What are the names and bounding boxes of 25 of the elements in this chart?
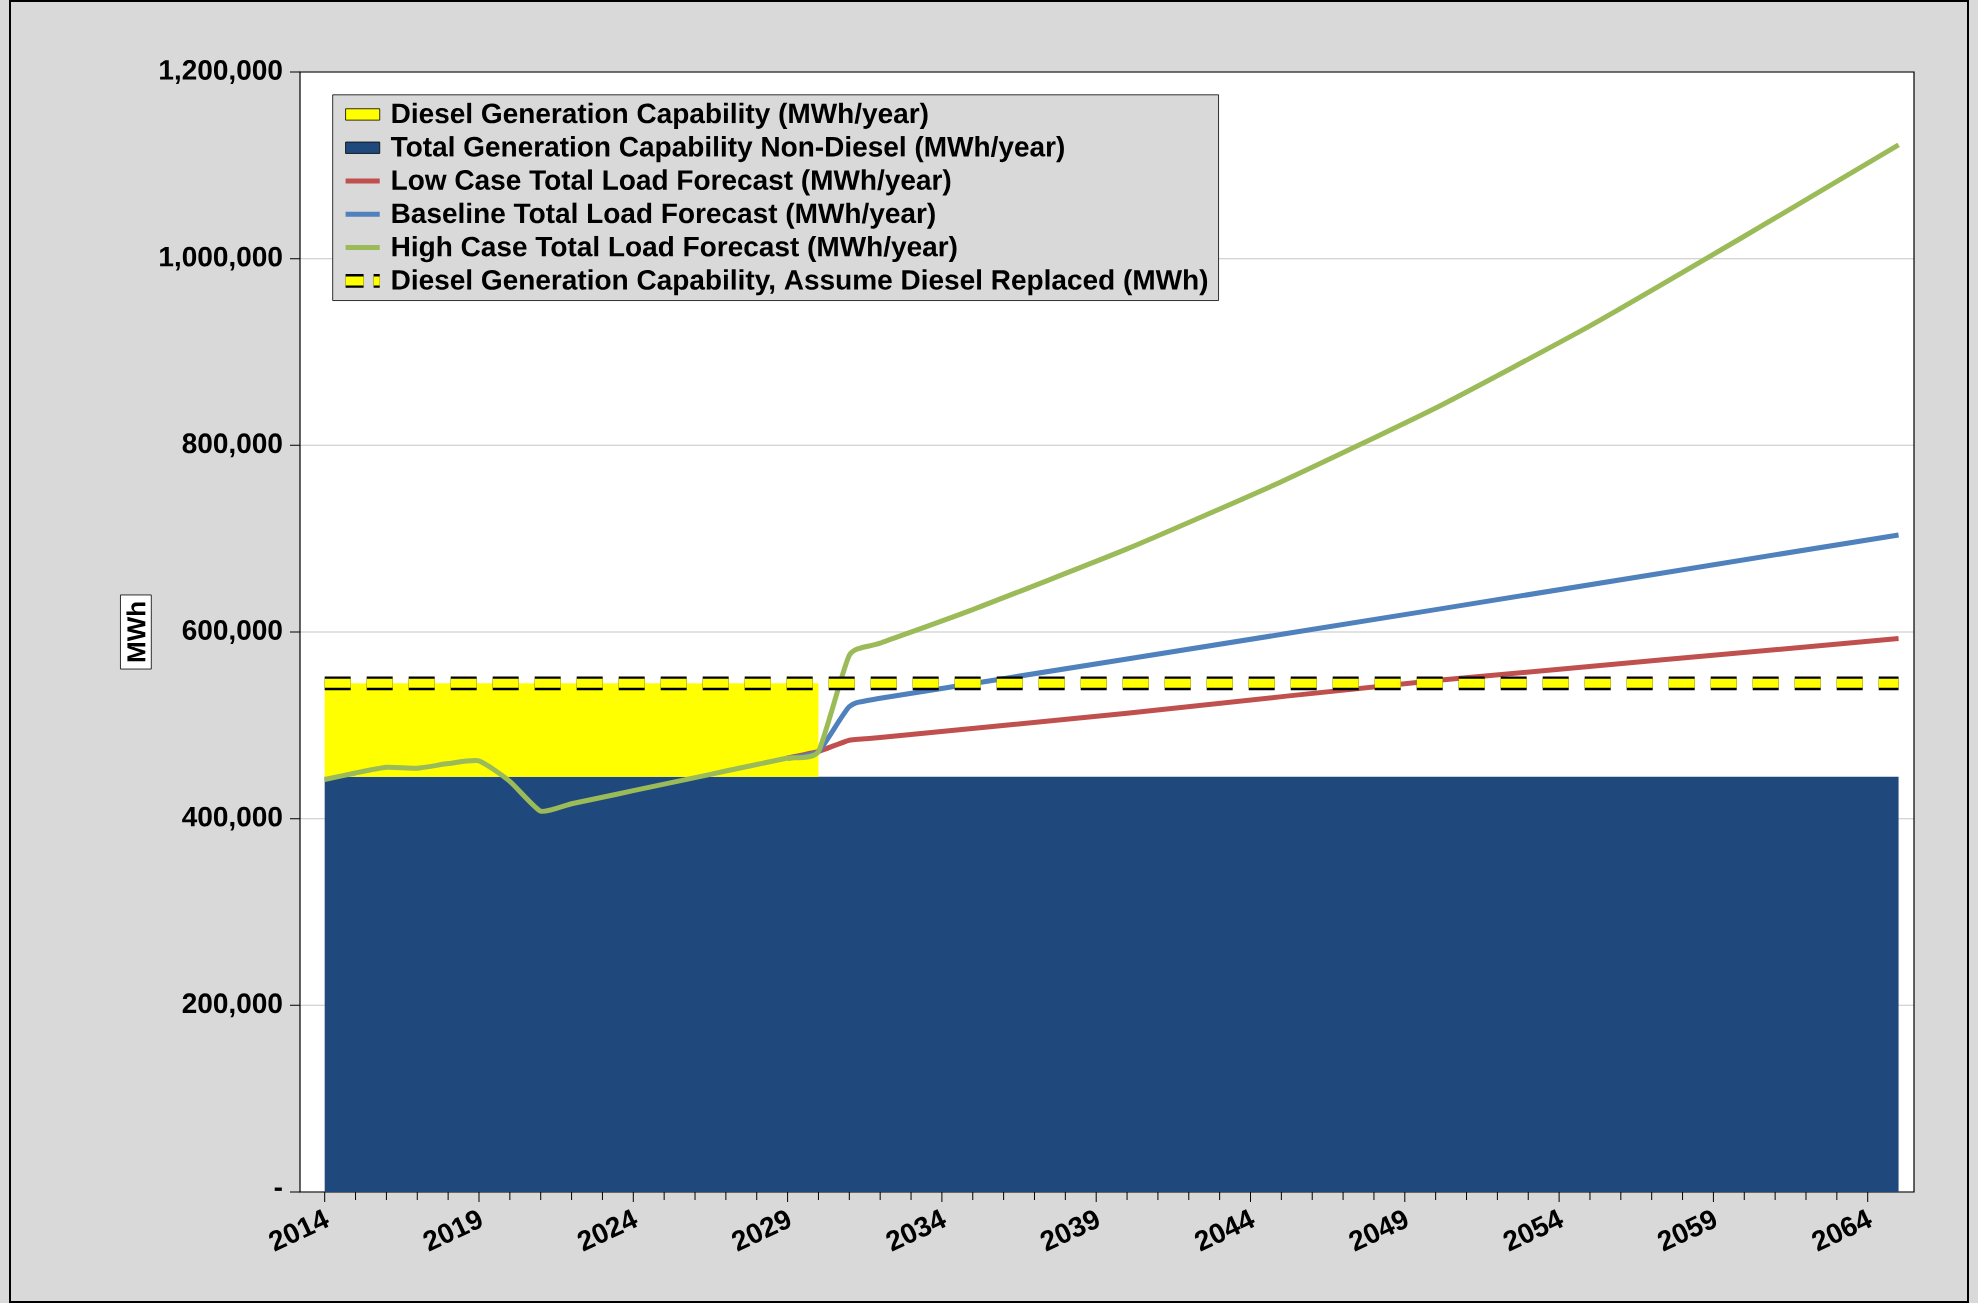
x-tick-label: 2054: [1503, 1209, 1564, 1252]
y-tick-label: 1,000,000: [160, 246, 282, 271]
x-tick-label: 2039: [1040, 1210, 1099, 1252]
legend-label: Baseline Total Load Forecast (MWh/year): [392, 202, 935, 229]
y-tick-label: -: [274, 1187, 282, 1191]
y-tick-label: 800,000: [182, 433, 282, 458]
x-tick-label: 2049: [1349, 1210, 1408, 1252]
legend-label: Diesel Generation Capability, Assume Diesel Replaced (MWh): [392, 269, 1208, 296]
legend-label: High Case Total Load Forecast (MWh/year): [392, 235, 957, 263]
legend-label: Total Generation Capability Non-Diesel (MWh/year): [390, 136, 1064, 163]
x-tick-label: 2044: [1194, 1209, 1255, 1252]
legend-label: Diesel Generation Capability (MWh/year): [392, 102, 928, 129]
x-tick-label: 2059: [1657, 1210, 1717, 1252]
y-tick-label: 1,200,000: [160, 60, 282, 84]
x-tick-label: 2019: [423, 1210, 482, 1252]
x-tick-label: 2014: [269, 1209, 330, 1252]
x-tick-label: 2029: [731, 1210, 791, 1252]
x-tick-label: 2034: [886, 1209, 947, 1252]
y-tick-label: 200,000: [182, 993, 282, 1018]
y-axis-title: MWh: [126, 602, 146, 662]
legend-label: Low Case Total Load Forecast (MWh/year): [392, 169, 951, 196]
x-tick-label: 2064: [1812, 1209, 1873, 1252]
y-tick-label: 600,000: [182, 620, 282, 644]
x-tick-label: 2024: [577, 1209, 638, 1252]
y-tick-label: 400,000: [182, 806, 282, 831]
